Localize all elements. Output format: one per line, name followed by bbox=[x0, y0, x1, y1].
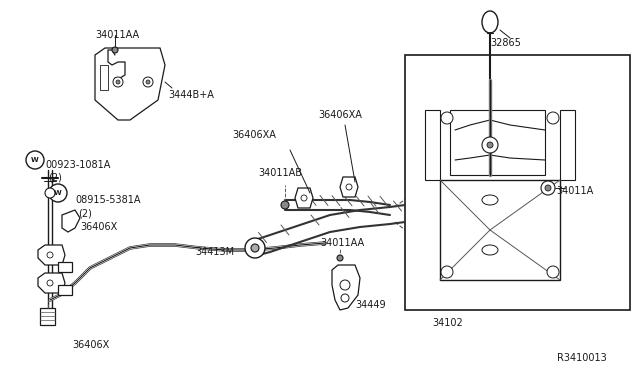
Circle shape bbox=[47, 252, 53, 258]
Polygon shape bbox=[425, 110, 440, 180]
Text: 00923-1081A: 00923-1081A bbox=[45, 160, 110, 170]
Polygon shape bbox=[40, 308, 55, 325]
Circle shape bbox=[143, 77, 153, 87]
Circle shape bbox=[245, 238, 265, 258]
Text: (2): (2) bbox=[48, 173, 62, 183]
Circle shape bbox=[482, 137, 498, 153]
Text: 08915-5381A: 08915-5381A bbox=[75, 195, 141, 205]
Polygon shape bbox=[62, 210, 80, 232]
Polygon shape bbox=[100, 65, 108, 90]
Polygon shape bbox=[440, 180, 560, 280]
Text: (2): (2) bbox=[78, 208, 92, 218]
Text: 32865: 32865 bbox=[490, 38, 521, 48]
Circle shape bbox=[251, 244, 259, 252]
Text: 36406XA: 36406XA bbox=[232, 130, 276, 140]
Bar bbox=[405, 55, 630, 310]
Text: 34011AB: 34011AB bbox=[258, 168, 302, 178]
Text: 34102: 34102 bbox=[433, 318, 463, 328]
Polygon shape bbox=[332, 265, 360, 310]
Circle shape bbox=[487, 142, 493, 148]
Circle shape bbox=[116, 80, 120, 84]
Circle shape bbox=[301, 195, 307, 201]
Circle shape bbox=[112, 47, 118, 53]
Circle shape bbox=[541, 181, 555, 195]
Polygon shape bbox=[58, 285, 72, 295]
Text: R3410013: R3410013 bbox=[557, 353, 607, 363]
Circle shape bbox=[26, 151, 44, 169]
Text: 36406XA: 36406XA bbox=[318, 110, 362, 120]
Text: 3444B+A: 3444B+A bbox=[168, 90, 214, 100]
Polygon shape bbox=[295, 188, 313, 208]
Circle shape bbox=[49, 184, 67, 202]
Text: W: W bbox=[31, 157, 39, 163]
Circle shape bbox=[341, 294, 349, 302]
Circle shape bbox=[113, 77, 123, 87]
Circle shape bbox=[340, 280, 350, 290]
Circle shape bbox=[545, 185, 551, 191]
Ellipse shape bbox=[482, 245, 498, 255]
Polygon shape bbox=[58, 262, 72, 272]
Circle shape bbox=[45, 188, 55, 198]
Circle shape bbox=[281, 201, 289, 209]
Circle shape bbox=[441, 266, 453, 278]
Text: 34413M: 34413M bbox=[195, 247, 234, 257]
Polygon shape bbox=[450, 110, 545, 175]
Polygon shape bbox=[560, 110, 575, 180]
Text: 34011AA: 34011AA bbox=[320, 238, 364, 248]
Circle shape bbox=[337, 255, 343, 261]
Text: 36406X: 36406X bbox=[72, 340, 109, 350]
Text: 34449: 34449 bbox=[355, 300, 386, 310]
Circle shape bbox=[146, 80, 150, 84]
Circle shape bbox=[547, 266, 559, 278]
Text: 34011A: 34011A bbox=[556, 186, 593, 196]
Ellipse shape bbox=[482, 195, 498, 205]
Ellipse shape bbox=[482, 11, 498, 33]
Text: W: W bbox=[54, 190, 62, 196]
Polygon shape bbox=[95, 48, 165, 120]
Polygon shape bbox=[38, 245, 65, 265]
Text: 36406X: 36406X bbox=[80, 222, 117, 232]
Polygon shape bbox=[38, 273, 65, 293]
Polygon shape bbox=[340, 177, 358, 197]
Circle shape bbox=[47, 280, 53, 286]
Circle shape bbox=[346, 184, 352, 190]
Circle shape bbox=[547, 112, 559, 124]
Circle shape bbox=[441, 112, 453, 124]
Text: 34011AA: 34011AA bbox=[95, 30, 139, 40]
